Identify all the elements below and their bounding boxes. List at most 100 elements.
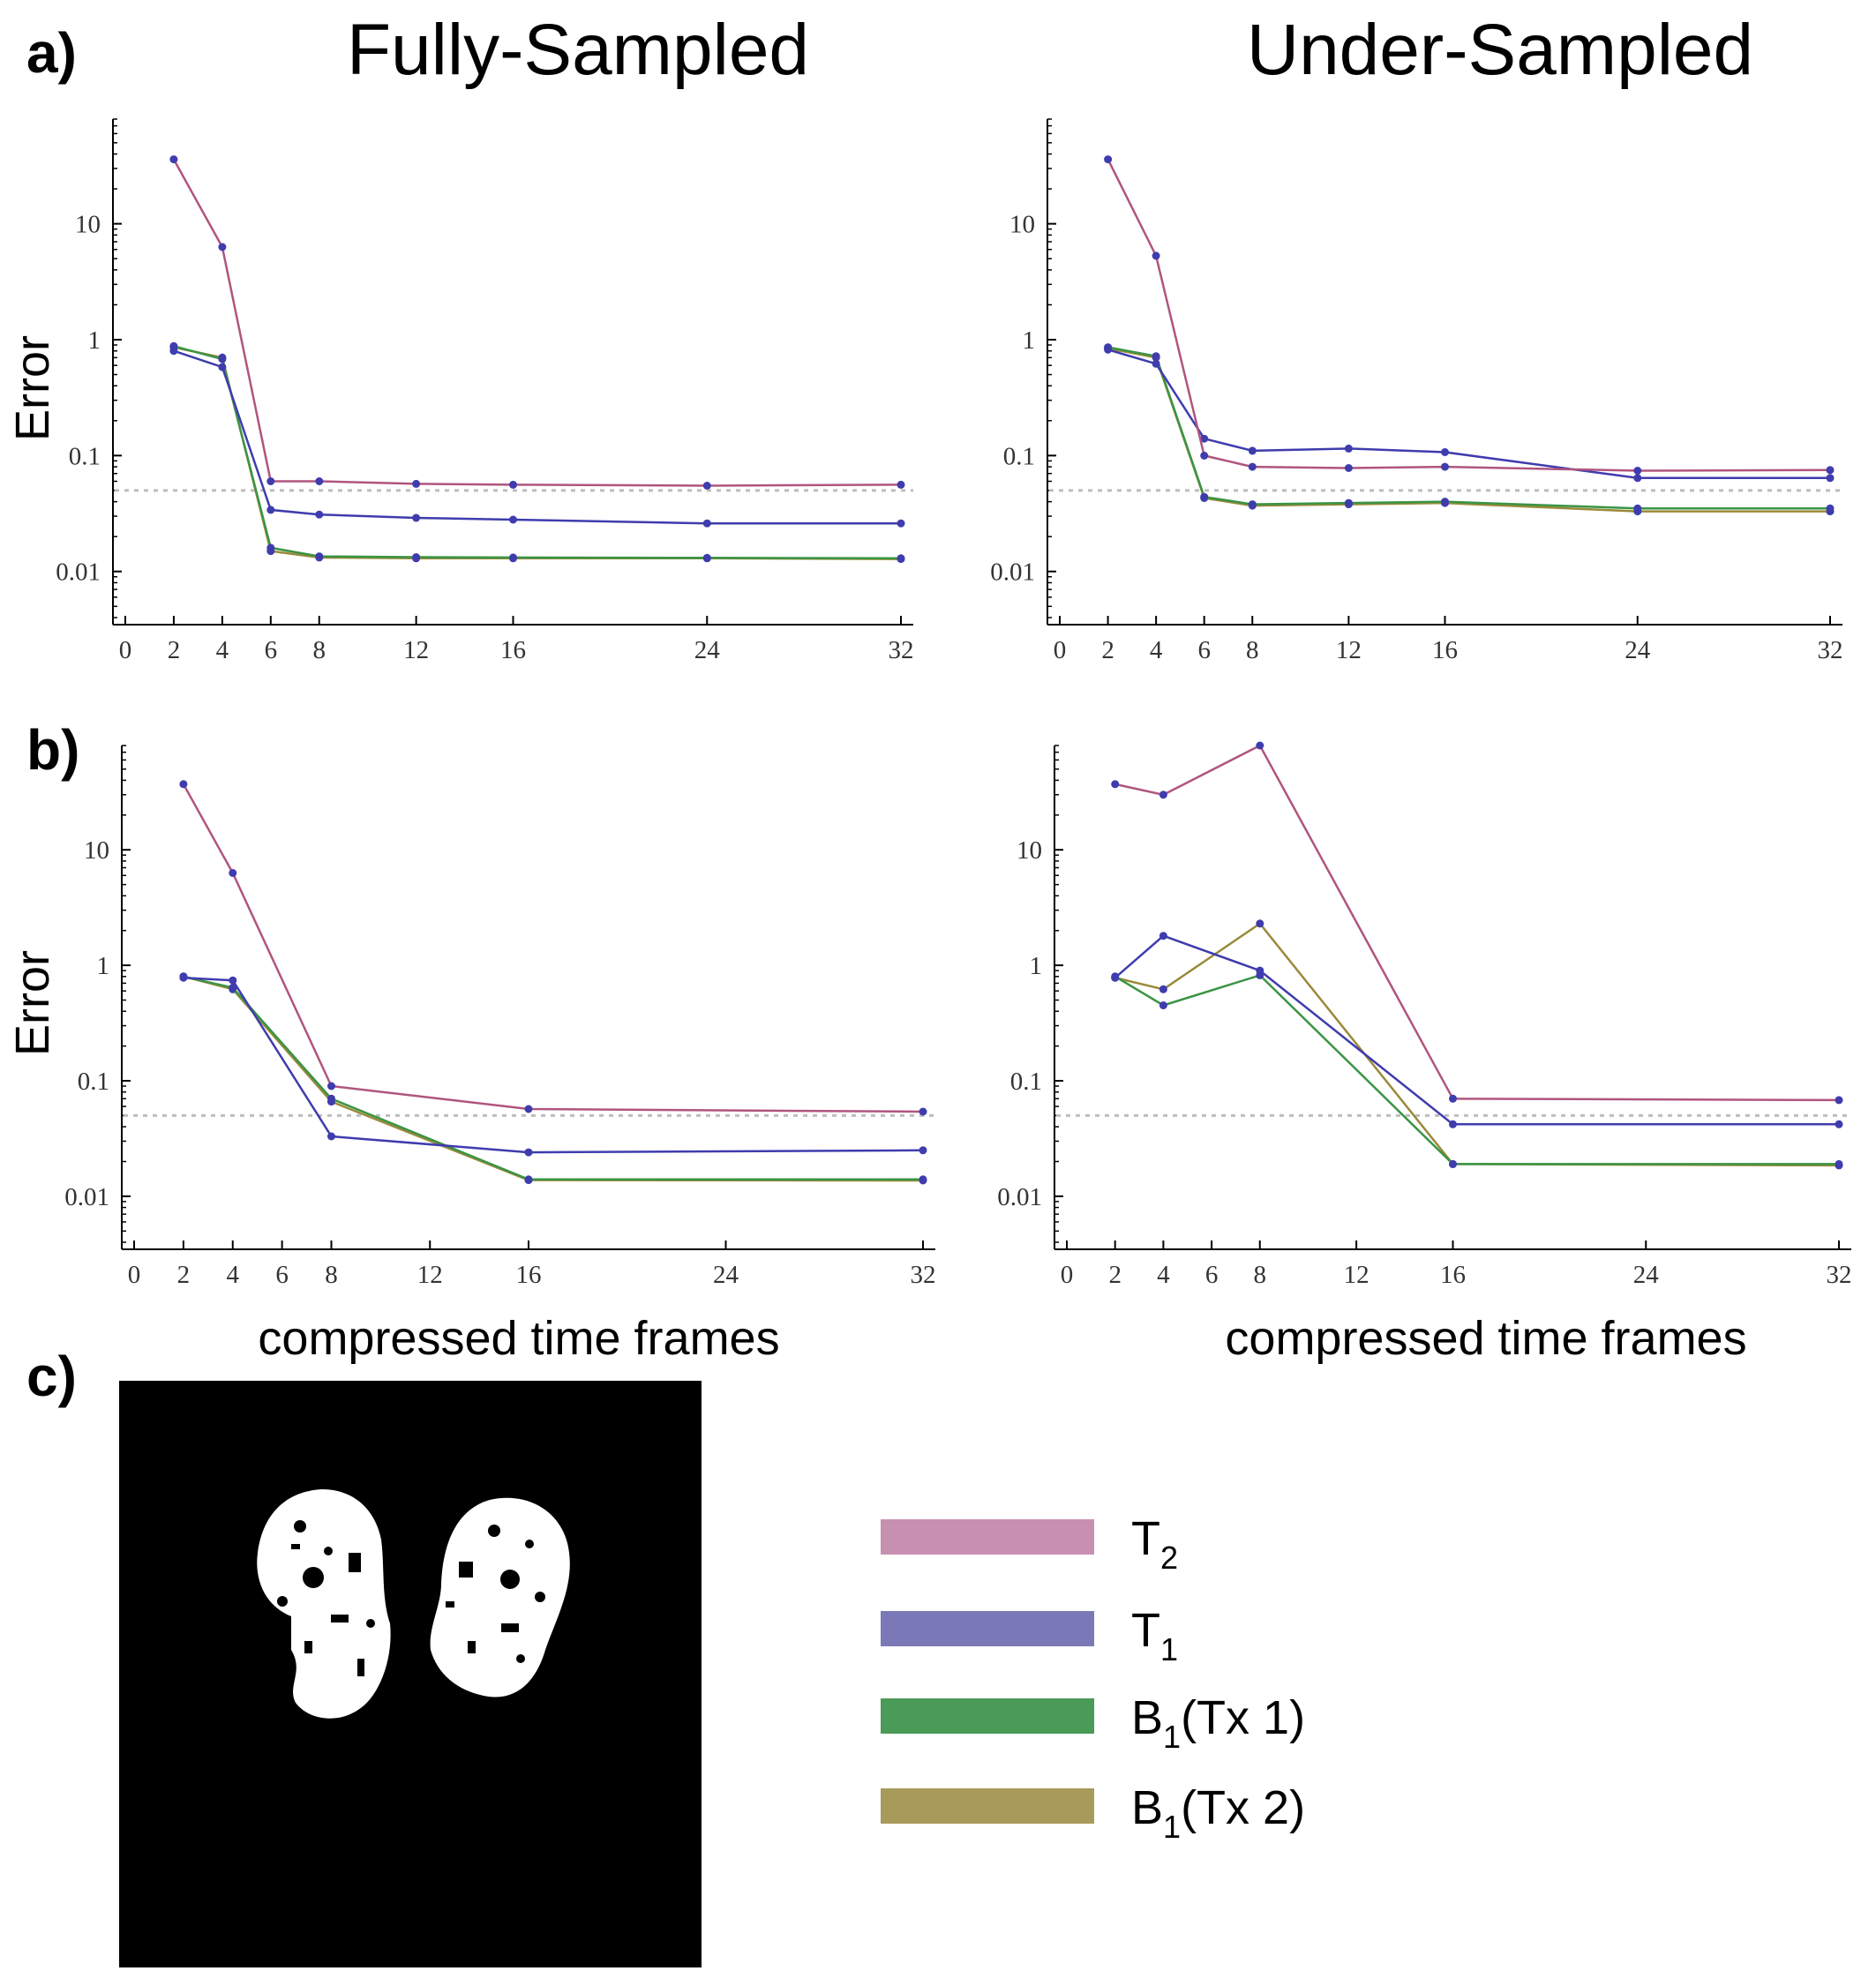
right-mask-hole [525,1540,534,1548]
series-line-b1-tx1 [173,345,902,560]
data-point-t2 [524,1105,533,1113]
data-point-b1-tx1 [1449,1159,1457,1168]
data-point-t1 [169,347,178,356]
x-tick-label: 12 [403,636,429,664]
right-brain-mask [430,1497,570,1697]
x-tick-label: 0 [1061,1261,1074,1289]
y-tick-label: 0.1 [78,1068,109,1096]
data-point-b1-tx1 [702,553,711,562]
data-point-t1 [218,363,227,371]
series-line-b1-tx2 [173,346,902,560]
x-tick-label: 24 [713,1261,739,1289]
data-point-b1-tx1 [218,355,227,363]
y-tick-label: 0.01 [990,558,1035,587]
left-mask-hole [331,1615,349,1623]
x-tick-label: 0 [1054,636,1067,664]
data-point-t1 [1159,932,1167,941]
left-mask-hole [357,1659,364,1676]
data-point-t2 [702,482,711,490]
x-tick-label: 6 [275,1261,289,1289]
y-tick-label: 1 [1030,952,1043,980]
left-mask-hole [294,1520,306,1533]
y-tick-label: 10 [1017,836,1042,865]
legend-swatch-b1-tx1 [881,1698,1094,1734]
right-mask-hole [459,1562,473,1578]
series-line-t1 [173,349,901,525]
panel-label-b: b) [26,718,79,782]
y-tick-label: 0.1 [69,442,101,470]
left-mask-hole [349,1553,361,1572]
x-tick-label: 32 [889,636,914,664]
series-line-t2 [172,158,902,487]
mask-image [119,1381,702,1967]
y-tick-label: 0.1 [1010,1068,1042,1096]
right-mask-hole [501,1623,519,1632]
series-line-b1-tx2 [1114,922,1840,1167]
data-point-t2 [1256,741,1264,750]
data-point-t1 [229,976,237,985]
data-point-t2 [266,477,275,485]
x-tick-label: 2 [1108,1261,1122,1289]
y-tick-label: 10 [75,211,101,239]
data-point-t1 [1826,474,1835,483]
legend-label-t1: T1 [1131,1604,1178,1667]
data-point-t1 [327,1132,335,1141]
series-line-t2 [182,783,924,1113]
data-point-t1 [1441,448,1449,456]
legend-label-t2: T2 [1131,1512,1178,1576]
x-tick-label: 8 [325,1261,338,1289]
data-point-t2 [1449,1094,1457,1103]
data-point-t1 [412,513,421,522]
data-point-t2 [919,1107,927,1116]
x-tick-label: 4 [1150,636,1163,664]
data-point-b1-tx1 [1248,500,1257,509]
data-point-t2 [1248,462,1257,471]
series-line-b1-tx2 [1107,347,1830,513]
series-line-t2 [1114,744,1840,1102]
data-point-t1 [1152,359,1160,368]
y-tick-label: 10 [1009,211,1035,239]
y-tick-label: 0.01 [56,558,101,587]
panel-label-a: a) [26,21,77,85]
data-point-b1-tx1 [1633,504,1642,513]
legend-swatch-b1-tx2 [881,1788,1094,1824]
right-mask-hole [468,1641,476,1653]
data-point-t1 [509,515,517,524]
data-point-t1 [1344,444,1353,453]
legend-label-b1-tx2: B1(Tx 2) [1131,1781,1305,1845]
data-point-b1-tx1 [919,1175,927,1184]
x-tick-label: 8 [1254,1261,1267,1289]
data-point-b1-tx1 [1200,492,1209,501]
data-point-t2 [1200,451,1209,460]
series-line-b1-tx1 [1114,973,1839,1165]
right-mask-region [430,1497,570,1697]
data-point-t1 [1248,446,1257,455]
column-title-under-sampled: Under-Sampled [1247,10,1753,90]
right-mask-hole [446,1601,454,1608]
series-line-t1 [1107,348,1830,480]
y-tick-label: 0.1 [1003,442,1035,470]
left-brain-mask [257,1489,391,1719]
legend-swatch-t1 [881,1611,1094,1646]
data-point-t1 [1633,474,1642,483]
x-axis-title-left: compressed time frames [258,1312,779,1365]
data-point-t2 [315,477,324,485]
left-mask-hole [324,1547,333,1555]
data-point-b1-tx1 [1441,498,1449,506]
y-axis-title-a: Error [6,335,59,441]
x-tick-label: 32 [911,1261,936,1289]
series-line-t1 [1114,934,1839,1126]
left-mask-hole [291,1544,300,1549]
y-tick-label: 1 [1023,326,1036,355]
x-tick-label: 0 [119,636,132,664]
data-point-b1-tx1 [266,543,275,552]
y-tick-label: 1 [88,326,101,355]
left-mask-hole [366,1619,375,1628]
data-point-b1-tx1 [1826,504,1835,513]
x-tick-label: 24 [694,636,721,664]
x-tick-label: 2 [1101,636,1114,664]
data-point-b1-tx1 [897,554,905,563]
